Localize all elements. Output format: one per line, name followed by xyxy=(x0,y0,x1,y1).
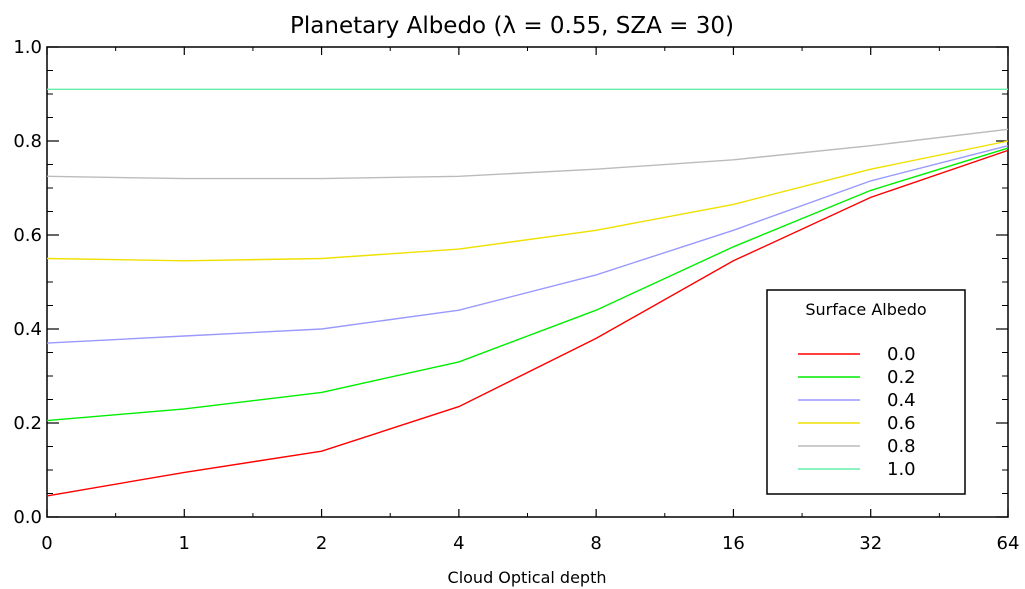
y-tick-label: 0.2 xyxy=(13,413,42,434)
legend-label: 0.8 xyxy=(887,436,916,457)
x-tick-label: 64 xyxy=(997,533,1020,554)
series-line-0-6 xyxy=(46,140,1009,262)
x-tick-label: 32 xyxy=(859,533,882,554)
y-tick-label: 0.6 xyxy=(13,225,42,246)
y-tick-label: 0.4 xyxy=(13,319,42,340)
legend: Surface Albedo 0.00.20.40.60.81.0 xyxy=(766,289,966,495)
legend-label: 1.0 xyxy=(887,459,916,480)
y-tick-label: 0.0 xyxy=(13,507,42,528)
legend-title: Surface Albedo xyxy=(805,300,926,319)
series-line-0-8 xyxy=(46,128,1009,180)
y-tick-label: 1.0 xyxy=(13,37,42,58)
x-axis-label: Cloud Optical depth xyxy=(448,568,607,587)
series-line-0-0 xyxy=(46,149,1009,497)
y-tick-label: 0.8 xyxy=(13,131,42,152)
legend-label: 0.2 xyxy=(887,367,916,388)
legend-box xyxy=(766,289,966,495)
x-tick-label: 8 xyxy=(590,533,601,554)
series-line-0-2 xyxy=(46,147,1009,422)
series-line-0-4 xyxy=(46,145,1009,344)
legend-label: 0.4 xyxy=(887,390,916,411)
x-tick-label: 0 xyxy=(41,533,52,554)
legend-label: 0.0 xyxy=(887,344,916,365)
x-tick-label: 2 xyxy=(316,533,327,554)
x-tick-label: 1 xyxy=(179,533,190,554)
legend-label: 0.6 xyxy=(887,413,916,434)
x-tick-label: 16 xyxy=(722,533,745,554)
x-tick-label: 4 xyxy=(453,533,464,554)
chart-title: Planetary Albedo (λ = 0.55, SZA = 30) xyxy=(290,13,734,39)
